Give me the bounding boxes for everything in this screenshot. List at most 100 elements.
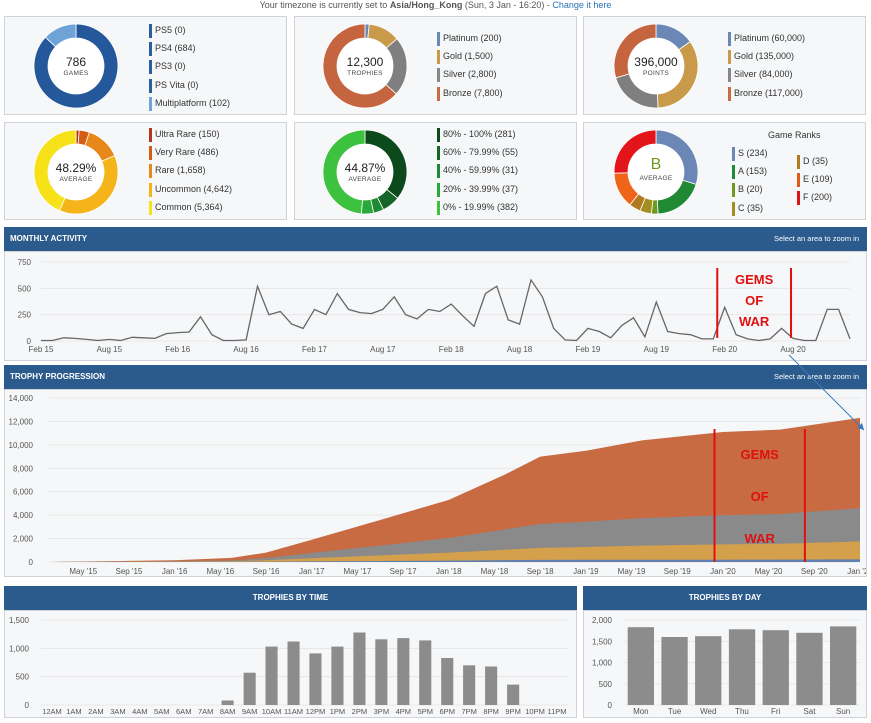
games-panel: 786 GAMES PS5 (0) PS4 (684) PS3 (0) PS Vita…: [4, 16, 287, 115]
bar[interactable]: [728, 629, 756, 705]
legend-item[interactable]: Bronze (117,000): [728, 86, 805, 105]
monthly-zoom-hint: Select an area to zoom in: [773, 234, 859, 243]
legend-item[interactable]: Multiplatform (102): [149, 96, 230, 115]
area-series-gold[interactable]: [49, 541, 860, 563]
x-tick-label: Sep '16: [253, 567, 280, 576]
legend-item[interactable]: F (200): [797, 191, 833, 209]
timezone-prefix: Your timezone is currently set to: [259, 0, 390, 10]
x-tick-label: Aug 19: [644, 345, 670, 354]
x-tick-label: Jan '21: [847, 567, 866, 576]
legend-item[interactable]: Gold (135,000): [728, 50, 805, 68]
legend-swatch: [732, 183, 735, 198]
trophies-by-day-chart: 0 500 1,000 1,500 2,000 Mon Tue Wed Thu Fri Sat Sun: [592, 616, 860, 716]
legend-item[interactable]: Gold (1,500): [437, 50, 503, 68]
x-tick-label: Feb 18: [439, 345, 464, 354]
legend-swatch: [149, 200, 152, 215]
monthly-activity-chart-panel[interactable]: 0 250 500 750 Feb 15 Aug 15 Feb 16 Aug 16 Feb 17…: [4, 251, 867, 361]
points-donut: [613, 23, 699, 109]
bar[interactable]: [830, 626, 857, 705]
legend-item[interactable]: E (109): [797, 173, 833, 191]
bar[interactable]: [485, 666, 498, 706]
bar[interactable]: [309, 653, 322, 705]
legend-item[interactable]: 0% - 19.99% (382): [437, 200, 518, 219]
bar[interactable]: [661, 637, 688, 705]
legend-label: PS Vita (0): [155, 79, 199, 90]
timezone-zone: Asia/Hong_Kong: [389, 0, 463, 10]
x-tick-label: Mon: [633, 707, 649, 716]
legend-item[interactable]: PS Vita (0): [149, 78, 230, 97]
change-timezone-link[interactable]: Change it here: [552, 0, 612, 10]
bar[interactable]: [331, 646, 344, 705]
legend-item[interactable]: B (20): [732, 183, 768, 201]
x-tick-label: Fri: [771, 707, 781, 716]
legend-item[interactable]: Uncommon (4,642): [149, 182, 232, 201]
donut-slice[interactable]: [322, 129, 366, 215]
bar[interactable]: [265, 646, 278, 705]
legend-item[interactable]: Very Rare (486): [149, 146, 232, 164]
y-tick-label: 500: [18, 284, 32, 293]
bar[interactable]: [353, 632, 366, 706]
x-tick-label: 7PM: [461, 707, 476, 716]
legend-item[interactable]: PS5 (0): [149, 24, 230, 42]
activity-series-line[interactable]: [41, 278, 851, 342]
bar[interactable]: [397, 638, 410, 705]
legend-item[interactable]: Rare (1,658): [149, 164, 232, 182]
legend-item[interactable]: 20% - 39.99% (37): [437, 182, 518, 201]
trophies-label: TROPHIES: [347, 70, 383, 77]
legend-item[interactable]: D (35): [797, 155, 833, 173]
bar[interactable]: [796, 632, 823, 706]
legend-item[interactable]: C (35): [732, 201, 768, 220]
trophies-by-time-title: TROPHIES BY TIME: [252, 593, 329, 602]
donut-slice[interactable]: [322, 23, 397, 109]
legend-item[interactable]: Platinum (60,000): [728, 32, 805, 50]
legend-item[interactable]: A (153): [732, 165, 768, 183]
legend-item[interactable]: 40% - 59.99% (31): [437, 164, 518, 182]
donut-slice[interactable]: [613, 23, 657, 79]
legend-item[interactable]: PS4 (684): [149, 42, 230, 60]
area-series-platinum[interactable]: [49, 559, 860, 562]
bar[interactable]: [441, 658, 454, 705]
trophies-legend: Platinum (200) Gold (1,500) Silver (2,800)…: [437, 32, 503, 105]
bar[interactable]: [463, 665, 476, 705]
legend-item[interactable]: Ultra Rare (150): [149, 128, 232, 146]
bar[interactable]: [221, 700, 234, 706]
bar[interactable]: [287, 641, 300, 706]
legend-swatch: [149, 24, 152, 38]
donut-slice[interactable]: [33, 129, 77, 212]
donut-slice[interactable]: [613, 129, 657, 174]
trophy-progression-chart[interactable]: 0 2,000 4,000 6,000 8,000 10,000 12,000 14,000 M…: [5, 390, 871, 576]
trophy-progression-chart-panel[interactable]: 0 2,000 4,000 6,000 8,000 10,000 12,000 14,000 M…: [4, 389, 871, 577]
trophies-donut: [322, 23, 408, 109]
legend-item[interactable]: Platinum (200): [437, 32, 503, 50]
legend-label: A (153): [738, 166, 768, 177]
legend-item[interactable]: Silver (84,000): [728, 68, 805, 86]
rarity-donut: [33, 129, 119, 215]
legend-item[interactable]: Common (5,364): [149, 200, 232, 219]
legend-label: PS3 (0): [155, 61, 186, 72]
games-label: GAMES: [63, 70, 89, 77]
legend-item[interactable]: S (234): [732, 147, 768, 165]
bar[interactable]: [507, 684, 520, 705]
legend-swatch: [437, 68, 440, 83]
legend-item[interactable]: 80% - 100% (281): [437, 128, 518, 146]
legend-swatch: [149, 42, 152, 57]
bar[interactable]: [375, 639, 388, 705]
donut-hole: [48, 144, 104, 200]
monthly-activity-chart[interactable]: 0 250 500 750 Feb 15 Aug 15 Feb 16 Aug 16 Feb 17…: [5, 252, 866, 360]
bar[interactable]: [695, 636, 722, 705]
bar[interactable]: [627, 627, 654, 705]
legend-swatch: [437, 50, 440, 65]
bar[interactable]: [419, 640, 432, 705]
bar[interactable]: [243, 672, 256, 705]
donut-slice[interactable]: [44, 23, 77, 48]
donut-hole: [48, 38, 104, 94]
legend-item[interactable]: Bronze (7,800): [437, 86, 503, 105]
donut-slice[interactable]: [33, 23, 119, 109]
legend-label: Silver (2,800): [443, 69, 497, 80]
bar[interactable]: [762, 630, 789, 705]
legend-swatch: [732, 147, 735, 161]
legend-item[interactable]: Silver (2,800): [437, 68, 503, 86]
legend-item[interactable]: 60% - 79.99% (55): [437, 146, 518, 164]
legend-item[interactable]: PS3 (0): [149, 60, 230, 78]
legend-label: C (35): [738, 202, 764, 213]
